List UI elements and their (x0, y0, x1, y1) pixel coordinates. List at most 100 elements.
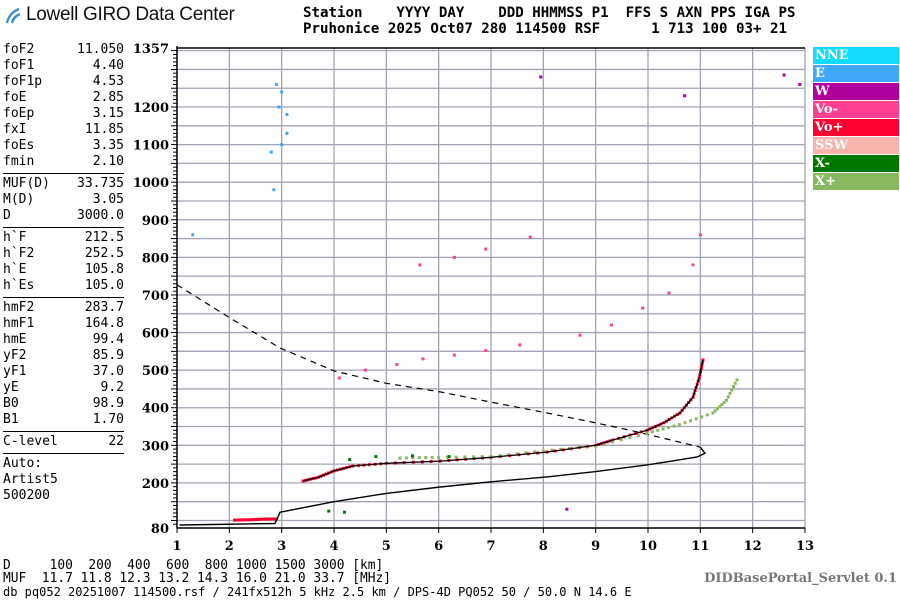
echo-point-voplus (271, 517, 275, 521)
echo-point-xminus (411, 454, 414, 458)
x-tick-label: 10 (639, 539, 657, 554)
y-tick-label: 200 (142, 477, 169, 492)
echo-point-xplus (718, 405, 722, 409)
echo-point-xplus (636, 433, 640, 437)
legend-item-xminus: X- (813, 155, 899, 172)
echo-point-e (277, 105, 281, 109)
echo-point-xplus (711, 411, 715, 415)
param-value: 1.70 (92, 412, 124, 427)
echo-point-xplus (398, 456, 402, 460)
param-name: C-level (3, 434, 58, 449)
echo-point-voplus (248, 518, 252, 522)
param-name: B1 (3, 412, 19, 427)
echo-point-voplus (267, 517, 271, 521)
param-row: fmin 2.10 (3, 154, 124, 170)
echo-point-xplus (677, 423, 681, 427)
divider (3, 453, 124, 454)
x-tick-label: 8 (539, 539, 548, 554)
param-row: h`F2 252.5 (3, 246, 124, 262)
scaled-parameters-panel: foF2 11.050 foF1 4.40 foF1p 4.53 foE 2.85 foEp 3.… (3, 42, 124, 504)
trace-fit-curve (302, 359, 704, 482)
echo-point-xplus (705, 413, 709, 417)
y-tick-label: 700 (142, 289, 169, 304)
param-row: D 3000.0 (3, 208, 124, 224)
echo-point-w (782, 73, 786, 77)
echo-point-w (539, 75, 543, 79)
echo-point-xplus (559, 447, 563, 451)
signal-logo-icon (5, 7, 21, 24)
echo-point-xplus (611, 440, 615, 444)
servlet-label: DIDBasePortal_Servlet 0.1 (704, 571, 897, 586)
param-row: B0 98.9 (3, 396, 124, 412)
echo-point-xplus (730, 388, 734, 392)
y-tick-label: 1100 (133, 139, 169, 154)
param-value: 2.10 (92, 154, 124, 169)
param-name: M(D) (3, 192, 35, 207)
echo-point-xplus (550, 448, 554, 452)
x-tick-label: 2 (225, 539, 234, 554)
y-tick-label: 1000 (133, 176, 169, 191)
echo-point-xplus (602, 442, 606, 446)
echo-point-vominus (578, 333, 582, 337)
echo-point-voplus (256, 517, 260, 521)
header-labels: Station YYYY DAY DDD HHMMSS P1 FFS S AXN… (303, 5, 796, 21)
param-row: fxI 11.85 (3, 122, 124, 138)
param-value: 3.35 (92, 138, 124, 153)
echo-point-voplus (240, 518, 244, 522)
echo-point-xplus (661, 427, 665, 431)
echo-point-vominus (518, 343, 522, 347)
echo-point-xplus (672, 424, 676, 428)
x-tick-label: 9 (591, 539, 600, 554)
file-info: db pq052 20251007 114500.rsf / 241fx512h… (3, 585, 632, 599)
echo-point-e (285, 113, 289, 117)
echo-point-vominus (418, 263, 422, 267)
echo-point-voplus (254, 517, 257, 521)
param-value: 3.05 (92, 192, 124, 207)
param-row: foF1p 4.53 (3, 74, 124, 90)
station-header: Station YYYY DAY DDD HHMMSS P1 FFS S AXN… (303, 5, 795, 37)
param-row: foEp 3.15 (3, 106, 124, 122)
x-tick-label: 7 (486, 539, 495, 554)
y-tick-label: 300 (142, 439, 169, 454)
param-row: MUF(D) 33.735 (3, 176, 124, 192)
legend-item-xplus: X+ (813, 173, 899, 190)
echo-point-voplus (238, 518, 242, 522)
echo-point-xplus (480, 455, 484, 459)
echo-point-e (269, 150, 273, 154)
echo-point-e (274, 82, 278, 86)
echo-point-xplus (437, 455, 441, 459)
param-name: fxI (3, 122, 27, 137)
echo-point-xplus (650, 430, 654, 434)
param-row: foE 2.85 (3, 90, 124, 106)
echo-point-voplus (269, 517, 273, 521)
param-value: 11.050 (77, 42, 124, 57)
echo-point-e (280, 143, 284, 147)
param-row: yE 9.2 (3, 380, 124, 396)
echo-point-xplus (683, 421, 687, 425)
param-value: 4.53 (92, 74, 124, 89)
echo-point-xplus (506, 453, 510, 457)
echo-point-xplus (489, 455, 493, 459)
divider (3, 297, 124, 298)
param-name: foEs (3, 138, 35, 153)
echo-point-vominus (421, 357, 425, 361)
echo-point-xplus (726, 395, 730, 399)
param-row: hmF2 283.7 (3, 300, 124, 316)
legend-item-nne: NNE (813, 47, 899, 64)
echo-point-xplus (700, 415, 704, 419)
legend-item-voplus: Vo+ (813, 119, 899, 136)
param-value: 37.0 (92, 364, 124, 379)
echo-point-voplus (266, 517, 270, 521)
param-name: h`Es (3, 278, 35, 293)
param-value: 98.9 (92, 396, 124, 411)
echo-point-vominus (484, 247, 488, 251)
param-row: yF1 37.0 (3, 364, 124, 380)
distance-row: D 100 200 400 600 800 1000 1500 3000 [km… (3, 558, 384, 573)
echo-point-xplus (404, 456, 408, 460)
y-tick-label: 80 (151, 522, 169, 537)
param-name: h`E (3, 262, 27, 277)
y-tick-label: 1357 (133, 42, 169, 57)
param-name: hmF2 (3, 300, 35, 315)
echo-point-xplus (424, 456, 428, 460)
